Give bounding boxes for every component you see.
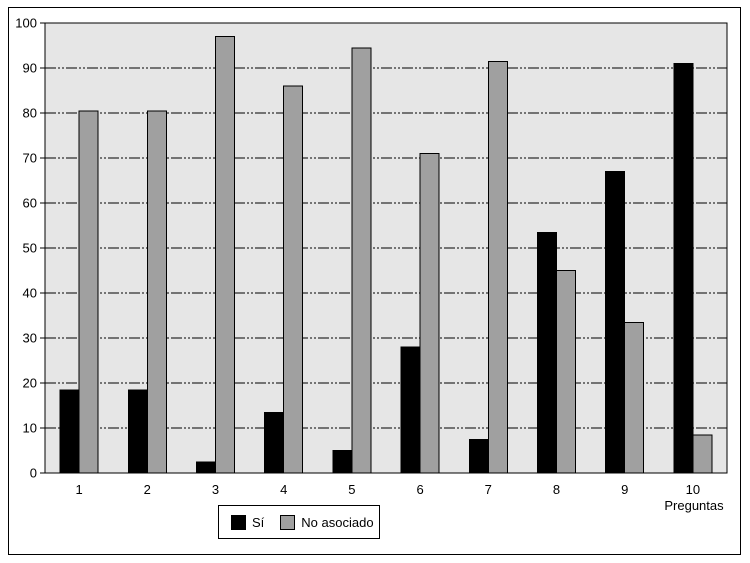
x-tick-label-3: 3 [212, 482, 219, 497]
x-tick-label-6: 6 [416, 482, 423, 497]
bar-sí-cat-4 [264, 411, 285, 474]
bar-no-asociado-cat-10 [692, 434, 713, 474]
bar-sí-cat-1 [59, 389, 80, 474]
x-tick-label-8: 8 [553, 482, 560, 497]
y-tick-label-90: 90 [23, 61, 37, 76]
bar-sí-cat-9 [605, 171, 626, 474]
bar-no-asociado-cat-2 [146, 110, 167, 474]
bar-sí-cat-5 [332, 450, 353, 474]
bar-no-asociado-cat-3 [215, 36, 235, 474]
x-tick-label-5: 5 [348, 482, 355, 497]
x-tick-label-1: 1 [75, 482, 82, 497]
y-tick-label-20: 20 [23, 376, 37, 391]
bar-sí-cat-7 [468, 438, 489, 474]
x-tick-label-7: 7 [485, 482, 492, 497]
y-tick-label-50: 50 [23, 241, 37, 256]
legend: Sí No asociado [218, 505, 380, 539]
y-tick-label-30: 30 [23, 331, 37, 346]
x-axis-title: Preguntas [664, 498, 724, 513]
x-tick-label-4: 4 [280, 482, 287, 497]
legend-swatch-no-asociado-icon [280, 514, 296, 530]
bar-no-asociado-cat-1 [78, 110, 99, 474]
x-tick-label-10: 10 [686, 482, 700, 497]
legend-label-si: Sí [252, 514, 265, 530]
legend-swatch-si-icon [231, 514, 246, 530]
legend-label-no-asociado: No asociado [301, 514, 374, 530]
y-tick-label-0: 0 [30, 466, 37, 481]
y-tick-label-10: 10 [23, 421, 37, 436]
y-tick-label-80: 80 [23, 106, 37, 121]
bar-no-asociado-cat-6 [419, 153, 440, 474]
bar-sí-cat-3 [196, 461, 216, 474]
bar-sí-cat-2 [127, 389, 148, 474]
bar-sí-cat-6 [400, 346, 421, 474]
bar-sí-cat-8 [537, 231, 557, 474]
bar-no-asociado-cat-7 [487, 60, 508, 474]
bar-no-asociado-cat-8 [556, 270, 576, 474]
x-tick-label-9: 9 [621, 482, 628, 497]
y-tick-label-100: 100 [15, 16, 37, 31]
figure-border: 1 2 3 4 5 6 7 8 9 10 0 10 20 30 40 50 60 70 80 90 100 Sí No … [8, 7, 741, 555]
bar-no-asociado-cat-5 [351, 47, 372, 474]
y-tick-label-60: 60 [23, 196, 37, 211]
bar-no-asociado-cat-9 [624, 321, 645, 474]
bar-sí-cat-10 [673, 63, 694, 474]
y-tick-label-70: 70 [23, 151, 37, 166]
x-tick-label-2: 2 [144, 482, 151, 497]
bar-no-asociado-cat-4 [283, 85, 304, 474]
y-tick-label-40: 40 [23, 286, 37, 301]
